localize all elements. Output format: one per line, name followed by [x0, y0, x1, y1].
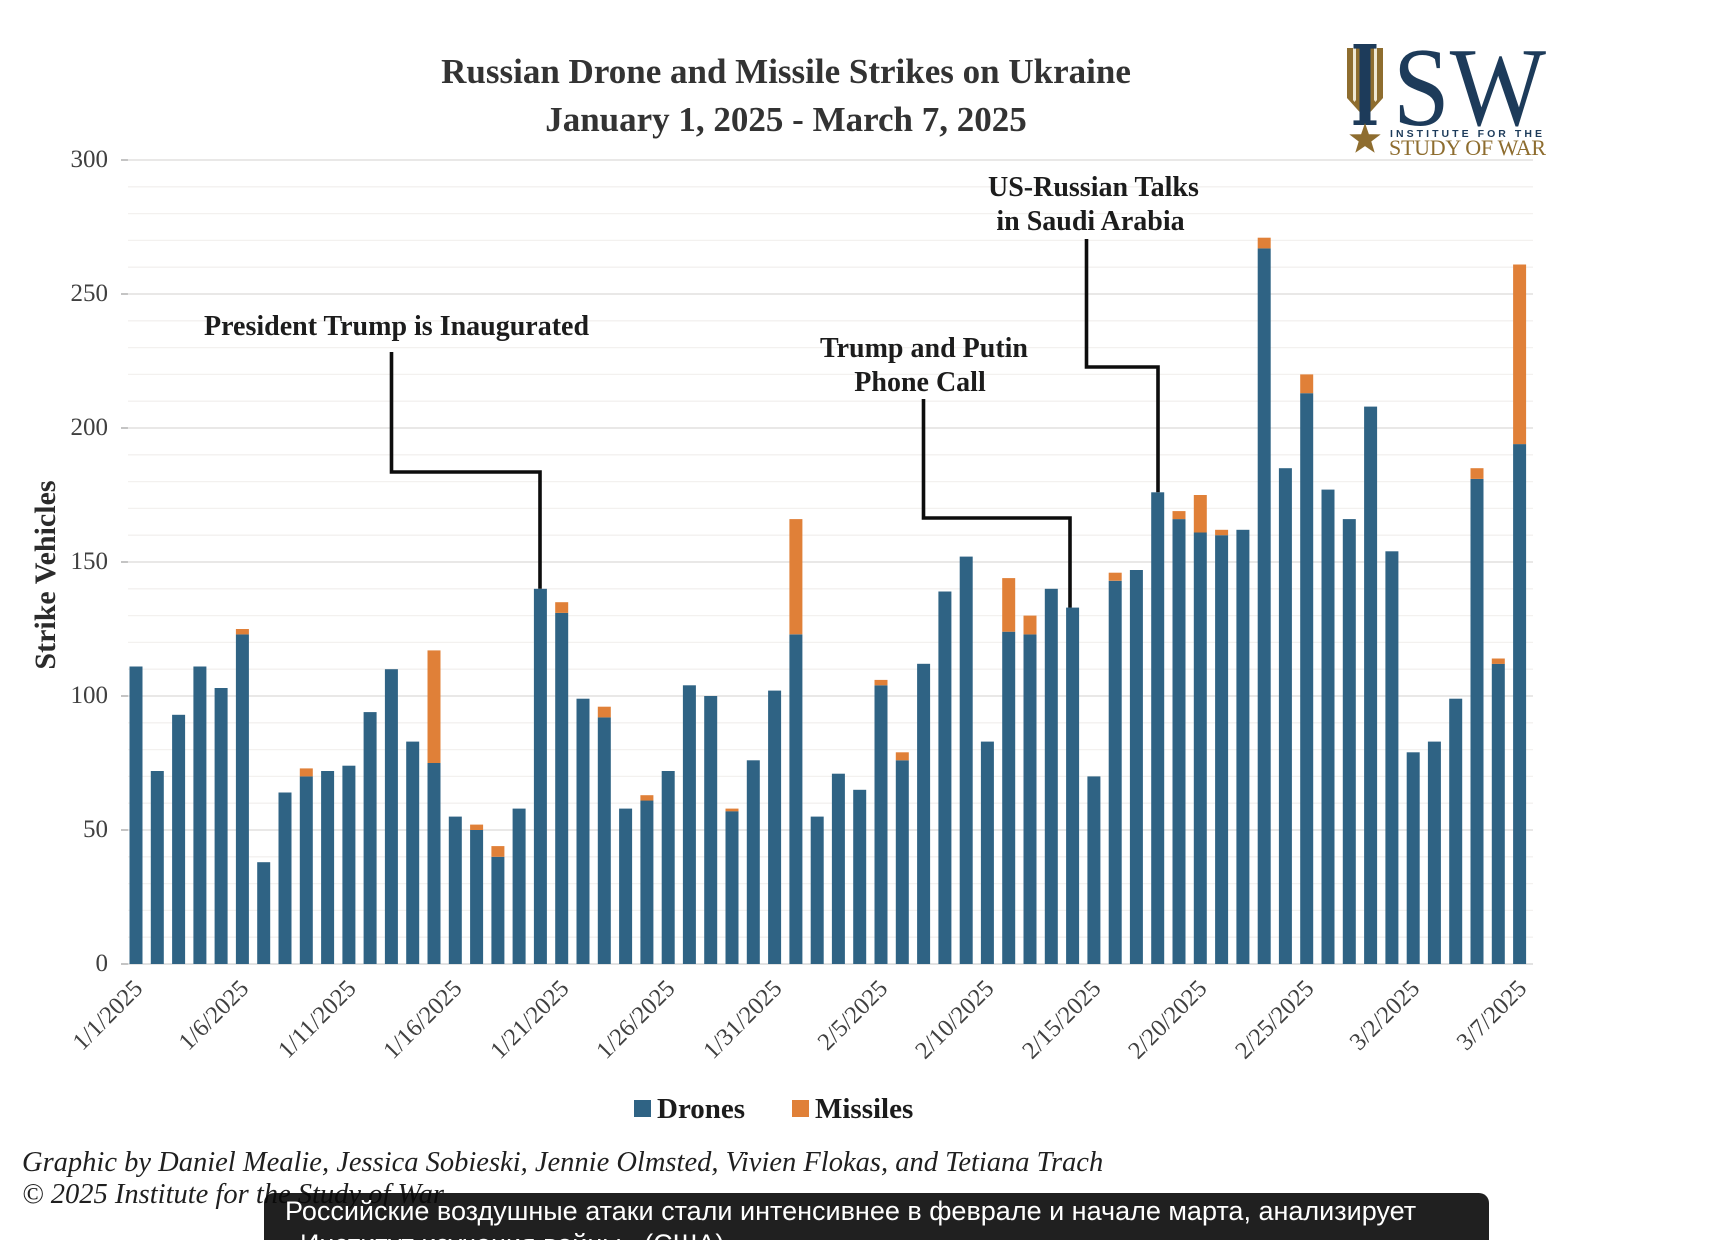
svg-text:STUDY OF WAR: STUDY OF WAR [1389, 135, 1546, 160]
svg-text:INSTITUTE FOR THE: INSTITUTE FOR THE [1390, 128, 1542, 140]
svg-text:SW: SW [1393, 36, 1546, 150]
